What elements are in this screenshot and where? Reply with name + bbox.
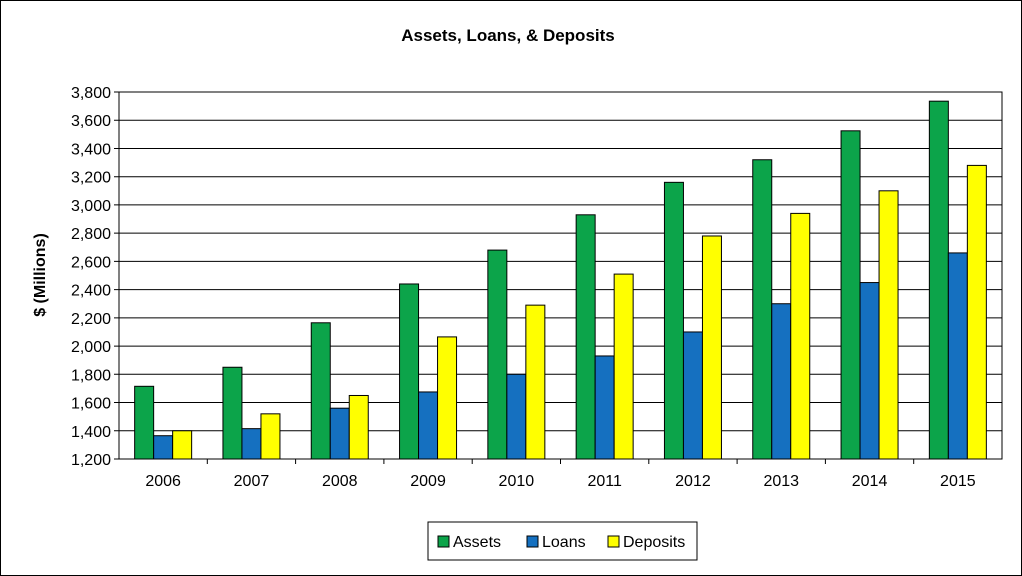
x-tick-label: 2006 bbox=[145, 473, 181, 490]
legend-label-assets: Assets bbox=[453, 534, 501, 551]
x-tick-label: 2014 bbox=[852, 473, 888, 490]
legend: Assets Loans Deposits bbox=[427, 521, 698, 561]
bar-deposits-2010 bbox=[525, 304, 546, 460]
bar-assets-2011 bbox=[575, 214, 596, 460]
bar-assets-2013 bbox=[752, 159, 773, 460]
legend-label-loans: Loans bbox=[542, 534, 586, 551]
y-tick-label: 3,000 bbox=[71, 198, 111, 215]
bar-loans-2007 bbox=[241, 428, 262, 460]
bar-loans-2012 bbox=[682, 331, 703, 460]
plot-area: 1,200 1,400 1,600 1,800 2,000 2,200 2,400 2,600… bbox=[71, 85, 1003, 490]
legend-swatch-assets bbox=[437, 535, 450, 548]
bar-loans-2008 bbox=[329, 407, 350, 460]
x-tick-label: 2011 bbox=[587, 473, 622, 490]
y-tick-label: 3,400 bbox=[71, 141, 111, 158]
bar-assets-2014 bbox=[840, 130, 861, 460]
chart-title: Assets, Loans, & Deposits bbox=[401, 26, 615, 45]
x-tick-label: 2008 bbox=[322, 473, 358, 490]
y-tick-label: 2,400 bbox=[71, 283, 111, 300]
y-tick-label: 3,200 bbox=[71, 170, 111, 187]
bar-assets-2010 bbox=[487, 249, 508, 460]
y-tick-label: 1,400 bbox=[71, 424, 111, 441]
y-tick-label: 2,200 bbox=[71, 311, 111, 328]
bar-deposits-2006 bbox=[172, 430, 193, 460]
bar-deposits-2013 bbox=[790, 212, 811, 460]
bar-loans-2013 bbox=[771, 303, 792, 460]
x-tick-label: 2009 bbox=[410, 473, 446, 490]
bar-deposits-2015 bbox=[966, 164, 987, 460]
x-tick-label: 2012 bbox=[675, 473, 711, 490]
bar-assets-2006 bbox=[134, 385, 155, 460]
x-tick-label: 2015 bbox=[940, 473, 976, 490]
legend-box bbox=[427, 521, 698, 561]
x-tick-label: 2013 bbox=[763, 473, 799, 490]
bar-loans-2010 bbox=[506, 373, 527, 460]
x-tick-label: 2007 bbox=[234, 473, 270, 490]
bar-loans-2011 bbox=[594, 355, 615, 460]
bar-assets-2015 bbox=[928, 100, 949, 460]
bar-assets-2008 bbox=[310, 322, 331, 460]
y-axis-label: $ (Millions) bbox=[32, 233, 49, 317]
bar-assets-2009 bbox=[399, 283, 420, 460]
x-tick-label: 2010 bbox=[499, 473, 535, 490]
y-tick-label: 3,800 bbox=[71, 85, 111, 102]
y-tick-label: 2,600 bbox=[71, 254, 111, 271]
y-tick-label: 2,000 bbox=[71, 339, 111, 356]
bar-deposits-2009 bbox=[437, 336, 458, 460]
legend-swatch-deposits bbox=[607, 535, 620, 548]
legend-label-deposits: Deposits bbox=[623, 534, 685, 551]
bar-deposits-2011 bbox=[613, 273, 634, 460]
bar-deposits-2012 bbox=[701, 235, 722, 460]
y-tick-label: 2,800 bbox=[71, 226, 111, 243]
bar-deposits-2007 bbox=[260, 413, 281, 460]
bar-deposits-2008 bbox=[348, 394, 369, 460]
bar-loans-2006 bbox=[153, 435, 174, 460]
bar-loans-2015 bbox=[947, 252, 968, 460]
y-tick-label: 1,600 bbox=[71, 396, 111, 413]
bar-loans-2009 bbox=[418, 391, 439, 460]
y-tick-label: 3,600 bbox=[71, 113, 111, 130]
y-tick-label: 1,200 bbox=[71, 452, 111, 469]
bar-loans-2014 bbox=[859, 282, 880, 460]
bar-assets-2007 bbox=[222, 366, 243, 460]
bar-assets-2012 bbox=[663, 181, 684, 460]
y-tick-label: 1,800 bbox=[71, 367, 111, 384]
legend-swatch-loans bbox=[526, 535, 539, 548]
bar-deposits-2014 bbox=[878, 190, 899, 460]
